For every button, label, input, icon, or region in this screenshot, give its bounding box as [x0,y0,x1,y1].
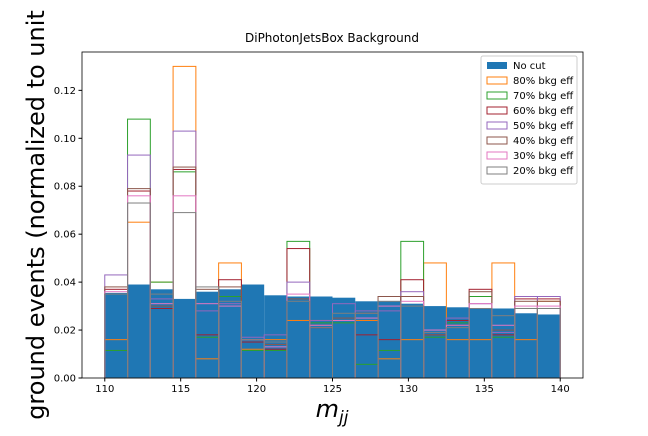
x-axis-label: mjj [316,395,349,428]
x-label-main: m [316,395,339,423]
legend-swatch [486,106,508,115]
legend-label: No cut [513,61,546,72]
bar [218,289,242,378]
x-tick-label: 135 [475,384,494,395]
y-tick-label: 0.08 [54,182,76,193]
bar [469,308,492,378]
legend-label: 70% bkg eff [513,91,574,102]
legend-label: 40% bkg eff [513,136,574,147]
y-tick-label: 0.12 [54,86,76,97]
bar [309,296,333,378]
legend-swatch [486,91,508,100]
legend-swatch [486,151,508,160]
bar [127,284,151,378]
bar [537,314,561,378]
bar [514,313,538,378]
legend-label: 50% bkg eff [513,121,574,132]
legend-label: 80% bkg eff [513,76,574,87]
legend-swatch [486,166,508,175]
x-tick-label: 110 [95,384,114,395]
bar [286,296,310,378]
legend-swatch [486,76,508,85]
y-tick-label: 0.10 [54,134,76,145]
bar [150,289,174,378]
x-tick-label: 130 [399,384,418,395]
legend-label: 20% bkg eff [513,166,574,177]
x-tick-label: 125 [323,384,342,395]
y-tick-label: 0.06 [54,230,76,241]
legend-swatch [486,121,508,130]
legend-label: 60% bkg eff [513,106,574,117]
x-tick-label: 140 [551,384,570,395]
bar [173,298,196,378]
chart-title: DiPhotonJetsBox Background [245,31,419,45]
y-axis-label: ground events (normalized to unit [22,10,50,420]
y-tick-label: 0.00 [54,374,76,385]
bar [491,308,515,378]
bar [241,284,265,378]
bar [400,303,424,378]
bar [423,306,447,378]
x-tick-label: 115 [171,384,190,395]
bar [332,297,356,378]
bar [104,292,128,378]
legend-label: 30% bkg eff [513,151,574,162]
legend-swatch [486,136,508,145]
x-tick-label: 120 [247,384,266,395]
x-label-sub: jj [337,408,349,428]
legend-swatch [487,62,507,69]
bar [264,295,287,378]
y-tick-label: 0.04 [54,278,76,289]
y-tick-label: 0.02 [54,326,76,337]
